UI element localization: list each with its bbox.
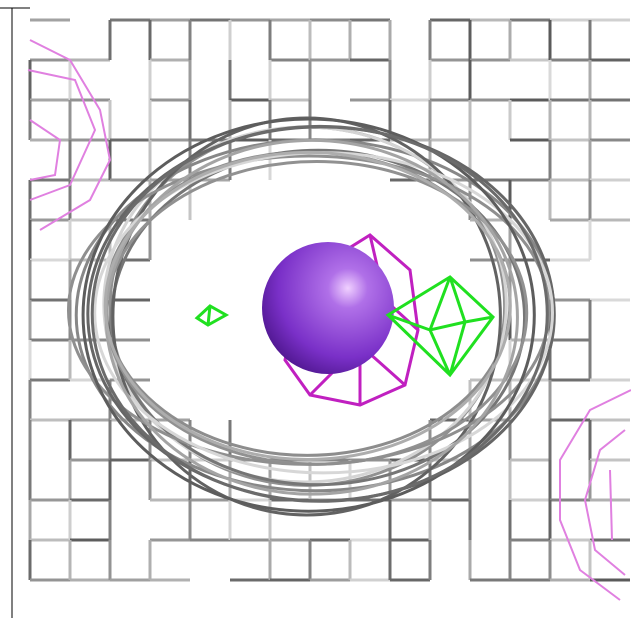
pink-strand (583, 429, 626, 576)
ring-strand (81, 117, 536, 513)
mesh-ring (66, 116, 556, 517)
ring-strand (66, 154, 551, 466)
atom-sphere (262, 242, 394, 374)
green-octahedron (385, 275, 496, 378)
small-green-mesh (194, 304, 230, 327)
pink-strand (29, 119, 62, 181)
pink-strand (559, 389, 631, 601)
pink-mesh-left (27, 39, 112, 231)
pink-mesh-right (559, 389, 631, 601)
pink-strand (609, 469, 613, 541)
octa-edge (385, 275, 496, 378)
density-mesh (28, 18, 630, 582)
ring-strand (90, 124, 549, 503)
ring-strand (103, 150, 512, 462)
pink-strand (27, 69, 97, 201)
pink-strand (29, 39, 112, 231)
